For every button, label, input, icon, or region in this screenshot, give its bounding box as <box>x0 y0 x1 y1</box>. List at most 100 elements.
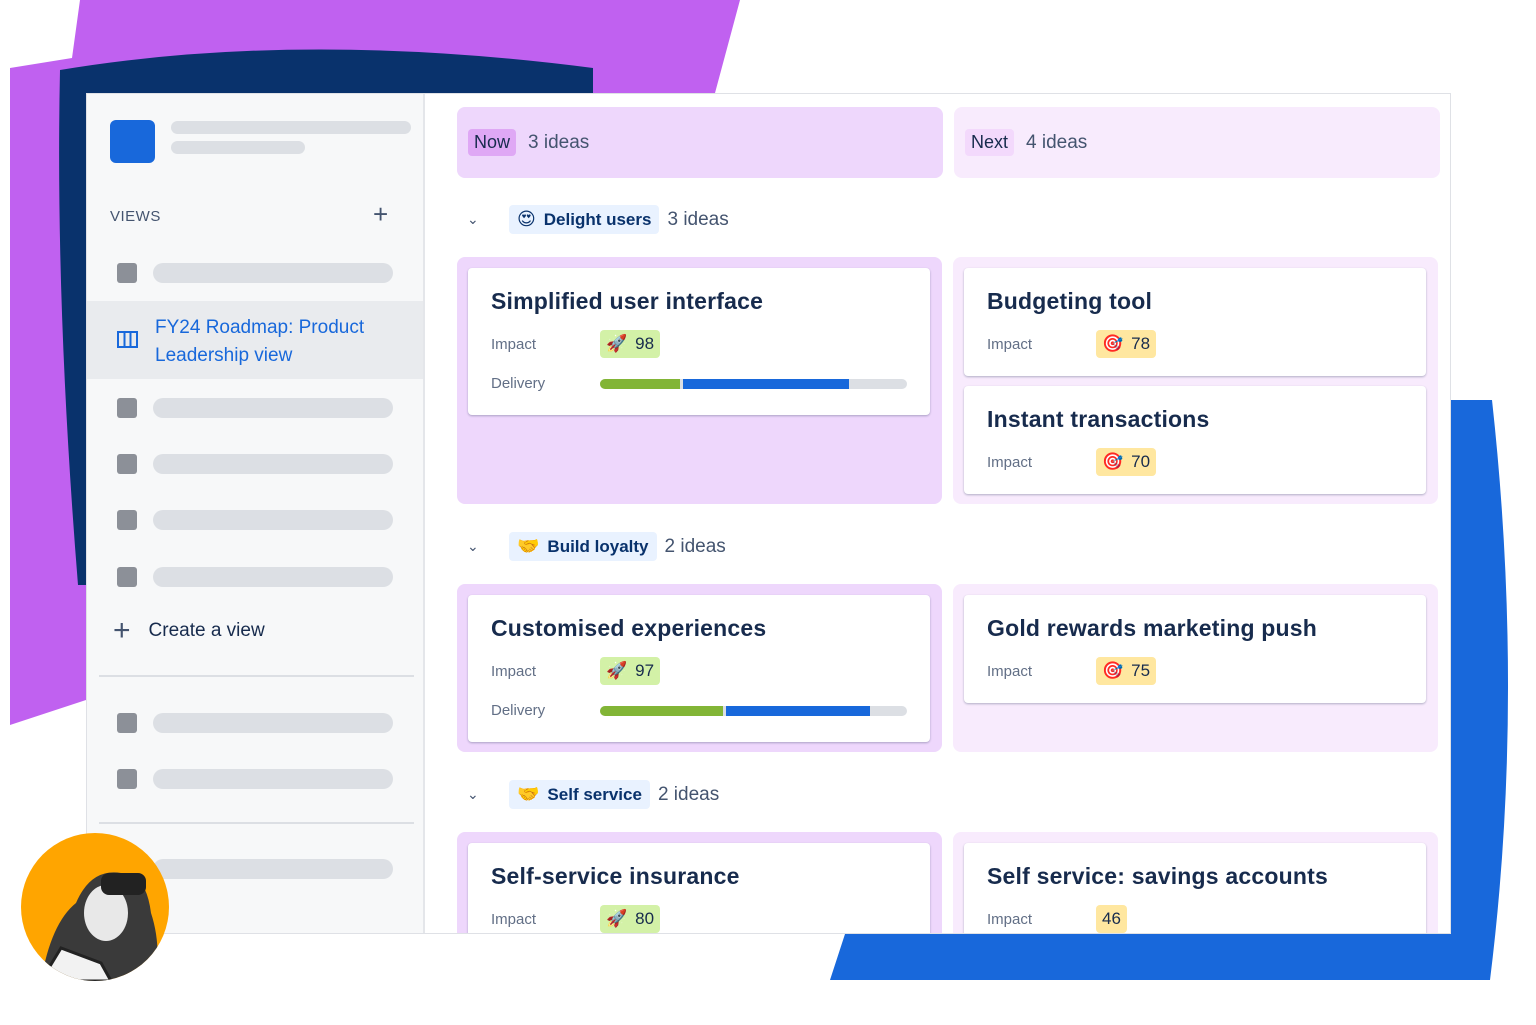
impact-value: 98 <box>635 334 655 353</box>
group-name: Delight users <box>543 209 652 229</box>
add-view-plus-icon[interactable]: + <box>373 199 389 229</box>
idea-title: Simplified user interface <box>491 288 764 314</box>
board-icon <box>117 331 138 348</box>
idea-title: Gold rewards marketing push <box>987 615 1318 641</box>
impact-label: Impact <box>491 336 537 353</box>
active-view-label: FY24 Roadmap: Product Leadership view <box>155 317 365 366</box>
idea-title: Self-service insurance <box>491 863 740 889</box>
delivery-progress-bar <box>600 379 907 389</box>
view-icon <box>117 398 137 418</box>
group-tag[interactable]: 🤝 Self service <box>509 780 650 809</box>
sidebar: VIEWS + FY24 Roadmap: Product Leadership… <box>87 94 425 933</box>
column-header-next: Next 4 ideas <box>954 107 1440 178</box>
group-name: Self service <box>547 784 642 804</box>
idea-card[interactable]: Simplified user interface Impact 🚀 98 Deli… <box>468 268 930 415</box>
column-header-now: Now 3 ideas <box>457 107 943 178</box>
rocket-icon: 🚀 <box>606 661 628 680</box>
target-icon: 🎯 <box>1102 661 1124 680</box>
idea-card[interactable]: Budgeting tool Impact 🎯 78 <box>964 268 1426 376</box>
impact-value: 75 <box>1131 661 1151 680</box>
next-count: 4 ideas <box>1026 131 1088 153</box>
rocket-icon: 🚀 <box>606 909 628 928</box>
delivery-done-segment <box>600 379 680 389</box>
impact-value: 78 <box>1131 334 1151 353</box>
user-avatar <box>21 833 169 981</box>
impact-label: Impact <box>987 336 1033 353</box>
impact-value: 97 <box>635 661 655 680</box>
chevron-down-icon[interactable]: ⌄ <box>467 211 479 227</box>
now-tag: Now <box>468 129 517 156</box>
app-window: VIEWS + FY24 Roadmap: Product Leadership… <box>86 93 1451 934</box>
view-item-placeholder[interactable] <box>153 769 393 789</box>
impact-value: 80 <box>635 909 655 928</box>
sidebar-item-active-view[interactable]: FY24 Roadmap: Product Leadership view <box>87 301 423 379</box>
view-item-placeholder[interactable] <box>153 859 393 879</box>
impact-badge: 🚀 97 <box>600 657 661 685</box>
view-item-placeholder[interactable] <box>153 567 393 587</box>
plus-icon: + <box>113 614 131 647</box>
idea-title: Customised experiences <box>491 615 767 641</box>
idea-card[interactable]: Gold rewards marketing push Impact 🎯 75 <box>964 595 1426 703</box>
impact-label: Impact <box>987 454 1033 471</box>
chevron-down-icon[interactable]: ⌄ <box>467 538 479 554</box>
group-tag[interactable]: 🤝 Build loyalty <box>509 532 657 561</box>
impact-label: Impact <box>491 663 537 680</box>
group-emoji-icon: 🤝 <box>517 536 540 556</box>
idea-title: Instant transactions <box>987 406 1210 432</box>
group-tag[interactable]: 😍 Delight users <box>509 205 660 234</box>
delivery-in-progress-segment <box>682 379 849 389</box>
views-heading: VIEWS <box>110 208 161 225</box>
project-logo <box>110 120 155 163</box>
impact-badge: 🎯 75 <box>1096 657 1157 685</box>
view-icon <box>117 713 137 733</box>
idea-card[interactable]: Self-service insurance Impact 🚀 80 <box>468 843 930 933</box>
delivery-in-progress-segment <box>725 706 871 716</box>
group-header: ⌄ 😍 Delight users 3 ideas <box>467 205 729 234</box>
create-view-button[interactable]: + Create a view <box>113 616 265 646</box>
group-name: Build loyalty <box>547 536 649 556</box>
delivery-label: Delivery <box>491 702 546 719</box>
delivery-done-segment <box>600 706 723 716</box>
idea-title: Budgeting tool <box>987 288 1153 314</box>
view-icon <box>117 769 137 789</box>
view-item-placeholder[interactable] <box>153 454 393 474</box>
impact-badge: 🎯 78 <box>1096 330 1157 358</box>
divider <box>99 675 414 677</box>
impact-label: Impact <box>987 911 1033 928</box>
view-item-placeholder[interactable] <box>153 263 393 283</box>
impact-label: Impact <box>987 663 1033 680</box>
view-item-placeholder[interactable] <box>153 510 393 530</box>
chevron-down-icon[interactable]: ⌄ <box>467 786 479 802</box>
group-count: 3 ideas <box>667 208 729 230</box>
skeleton-line <box>171 121 411 134</box>
group-count: 2 ideas <box>657 783 720 805</box>
impact-value: 46 <box>1102 909 1121 928</box>
impact-value: 70 <box>1131 452 1151 471</box>
group-emoji-icon: 😍 <box>517 209 536 229</box>
idea-card[interactable]: Customised experiences Impact 🚀 97 Deliver… <box>468 595 930 742</box>
idea-card[interactable]: Self service: savings accounts Impact 46 <box>964 843 1426 933</box>
group-header: ⌄ 🤝 Build loyalty 2 ideas <box>467 532 726 561</box>
rocket-icon: 🚀 <box>606 334 628 353</box>
target-icon: 🎯 <box>1102 334 1124 353</box>
person-with-binoculars-illustration <box>39 872 158 981</box>
view-item-placeholder[interactable] <box>153 398 393 418</box>
impact-badge: 🎯 70 <box>1096 448 1157 476</box>
view-icon <box>117 263 137 283</box>
skeleton-line <box>171 141 305 154</box>
impact-badge: 🚀 98 <box>600 330 661 358</box>
target-icon: 🎯 <box>1102 452 1124 471</box>
group-count: 2 ideas <box>664 535 726 557</box>
delivery-label: Delivery <box>491 375 546 392</box>
view-icon <box>117 510 137 530</box>
group-header: ⌄ 🤝 Self service 2 ideas <box>467 780 719 809</box>
view-item-placeholder[interactable] <box>153 713 393 733</box>
idea-card[interactable]: Instant transactions Impact 🎯 70 <box>964 386 1426 494</box>
divider <box>99 822 414 824</box>
impact-badge: 🚀 80 <box>600 905 661 933</box>
next-tag: Next <box>965 129 1015 156</box>
idea-title: Self service: savings accounts <box>987 863 1328 889</box>
delivery-progress-bar <box>600 706 907 716</box>
now-count: 3 ideas <box>528 131 590 153</box>
